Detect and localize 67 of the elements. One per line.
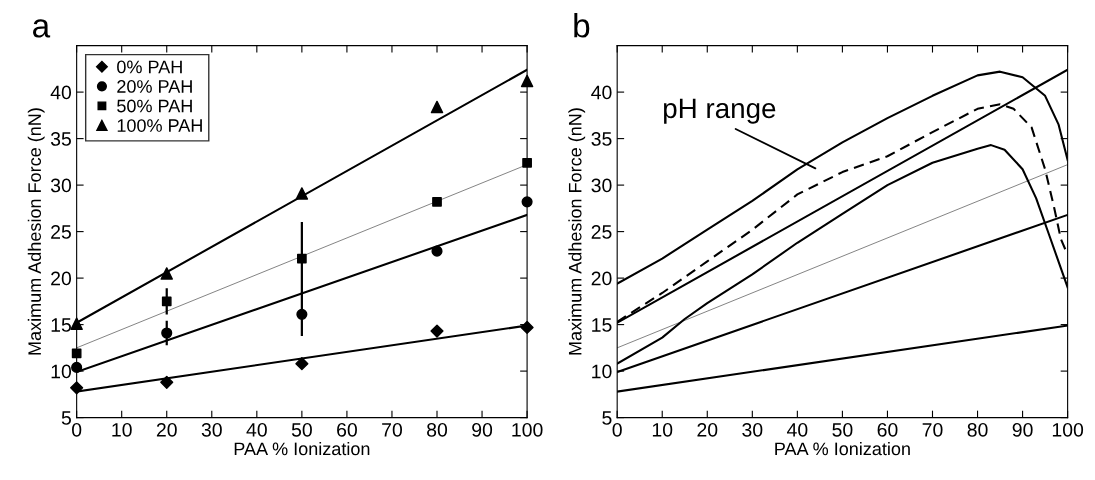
y-tick-label: 40 [591, 85, 612, 100]
y-tick-label: 15 [51, 318, 71, 332]
point [520, 74, 534, 88]
y-tick-label: 30 [50, 178, 72, 193]
x-tick-label: 50 [832, 422, 853, 437]
point [70, 381, 84, 395]
point [295, 187, 309, 200]
y-tick-label: 5 [602, 411, 612, 425]
x-tick-label: 90 [1012, 422, 1033, 437]
x-tick-label: 100 [1052, 422, 1084, 437]
x-tick-label: 10 [652, 422, 673, 437]
point [432, 196, 442, 207]
x-tick-label: 30 [742, 422, 763, 437]
x-tick-label: 40 [786, 422, 808, 437]
point [295, 357, 309, 371]
x-tick-label: 0 [72, 422, 82, 437]
y-tick-label: 35 [591, 132, 612, 146]
x-tick-label: 20 [156, 422, 177, 437]
y-tick-label: 10 [51, 364, 72, 379]
point [71, 348, 82, 359]
y-axis-title: Maximum Adhesion Force (nN) [568, 108, 586, 355]
x-tick-label: 30 [201, 422, 222, 437]
x-tick-label: 80 [967, 422, 988, 437]
x-tick-label: 50 [291, 422, 312, 437]
point [430, 100, 444, 114]
x-axis-title: PAA % Ionization [234, 441, 370, 456]
point [161, 327, 173, 339]
x-tick-label: 20 [697, 422, 718, 437]
point [161, 296, 172, 307]
y-tick-label: 10 [592, 364, 612, 379]
point [520, 320, 534, 334]
y-tick-label: 5 [61, 411, 71, 425]
y-tick-label: 20 [591, 271, 612, 286]
y-tick-label: 35 [50, 132, 71, 146]
point [521, 196, 533, 208]
chart-title: a [33, 19, 51, 38]
x-tick-label: 100 [512, 422, 543, 437]
y-tick-label: 40 [50, 85, 72, 100]
point [297, 253, 307, 264]
point [160, 375, 174, 389]
x-tick-label: 60 [877, 422, 898, 437]
point [431, 245, 443, 257]
point [296, 308, 308, 320]
chart-title: b [574, 13, 590, 38]
legend-label: 100% PAH [117, 119, 202, 132]
x-tick-label: 0 [612, 422, 622, 437]
x-tick-label: 60 [337, 422, 357, 437]
x-tick-label: 70 [382, 422, 403, 437]
legend-label: 0% PAH [117, 60, 182, 74]
annotation: pH range [664, 98, 776, 124]
point [430, 324, 444, 338]
y-tick-label: 25 [591, 225, 612, 239]
point [160, 267, 173, 280]
y-tick-label: 20 [51, 271, 72, 286]
x-tick-label: 90 [472, 422, 493, 437]
x-tick-label: 40 [246, 422, 267, 437]
x-tick-label: 70 [922, 422, 943, 437]
x-tick-label: 10 [112, 422, 132, 437]
legend-label: 50% PAH [117, 99, 192, 113]
y-tick-label: 25 [51, 225, 71, 239]
y-tick-label: 15 [592, 318, 612, 332]
y-axis-title: Maximum Adhesion Force (nN) [27, 108, 45, 355]
x-axis-title: PAA % Ionization [775, 441, 910, 456]
point [522, 157, 532, 168]
y-tick-label: 30 [591, 178, 612, 193]
x-tick-label: 80 [427, 422, 448, 437]
legend-label: 20% PAH [117, 80, 192, 93]
